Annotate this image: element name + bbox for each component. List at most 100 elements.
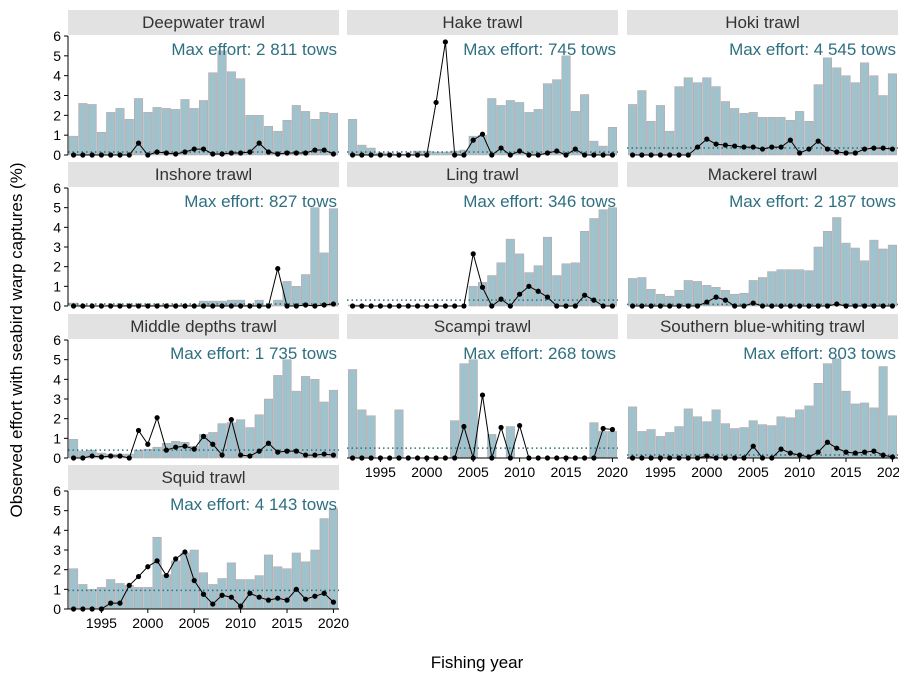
capture-point: [806, 303, 812, 309]
effort-bar: [757, 424, 768, 459]
effort-bar: [767, 425, 777, 459]
capture-point: [126, 303, 132, 309]
capture-point: [98, 454, 105, 460]
effort-bar: [496, 105, 506, 156]
capture-point: [815, 449, 821, 455]
capture-point: [732, 303, 738, 309]
effort-bar: [328, 508, 338, 610]
capture-point: [461, 423, 467, 430]
capture-point: [330, 301, 337, 307]
y-tick-label: 5: [53, 48, 61, 64]
panel-title: Scampi trawl: [434, 317, 531, 336]
capture-point: [70, 152, 77, 158]
effort-bar: [282, 359, 292, 459]
effort-bar: [254, 414, 264, 459]
capture-point: [182, 303, 188, 309]
effort-bar: [711, 86, 721, 156]
effort-bar: [646, 121, 656, 156]
capture-point: [302, 302, 309, 308]
capture-point: [824, 146, 831, 152]
capture-point: [507, 152, 513, 158]
capture-point: [507, 303, 513, 309]
capture-point: [265, 149, 272, 155]
effort-bar: [143, 112, 153, 156]
panel-title: Middle depths trawl: [130, 317, 276, 336]
capture-point: [452, 152, 458, 158]
effort-bar: [78, 584, 88, 610]
capture-point: [591, 152, 597, 158]
capture-point: [302, 596, 309, 602]
capture-point: [238, 303, 244, 309]
capture-point: [498, 424, 504, 431]
capture-point: [880, 303, 886, 309]
effort-bar: [878, 95, 888, 156]
capture-point: [210, 601, 216, 607]
max-effort-label: Max effort: 827 tows: [184, 192, 337, 211]
capture-point: [806, 146, 812, 152]
effort-bar: [78, 103, 88, 156]
effort-bar: [795, 409, 805, 459]
capture-point: [489, 303, 495, 309]
capture-point: [302, 150, 309, 156]
effort-bar: [254, 575, 264, 610]
capture-point: [797, 452, 803, 458]
capture-point: [173, 556, 179, 562]
effort-bar: [161, 108, 171, 156]
effort-bar: [813, 383, 823, 459]
y-tick-label: 2: [53, 259, 61, 275]
effort-bar: [739, 113, 749, 156]
capture-point: [284, 448, 290, 454]
panel-2: Hoki trawl Max effort: 4 545 tows: [627, 10, 898, 158]
y-tick-label: 0: [53, 147, 61, 163]
effort-bar: [552, 275, 562, 307]
y-tick-label: 1: [53, 581, 61, 597]
capture-point: [526, 283, 532, 289]
effort-bar: [757, 277, 768, 307]
effort-bar: [804, 405, 814, 459]
effort-bar: [468, 359, 478, 459]
capture-point: [414, 152, 421, 158]
capture-point: [173, 151, 179, 157]
capture-point: [80, 455, 86, 461]
effort-bar: [198, 100, 209, 156]
panel-title: Hoki trawl: [725, 13, 800, 32]
capture-point: [704, 453, 710, 459]
capture-point: [219, 452, 225, 458]
y-tick-label: 1: [53, 430, 61, 446]
effort-bar: [748, 112, 758, 156]
capture-point: [787, 450, 793, 456]
effort-bar: [860, 62, 870, 156]
capture-point: [852, 450, 858, 456]
capture-point: [387, 303, 393, 309]
effort-bar: [282, 568, 292, 610]
y-tick-label: 3: [53, 542, 61, 558]
y-tick-label: 6: [53, 28, 61, 44]
max-effort-label: Max effort: 346 tows: [463, 192, 616, 211]
effort-bar: [515, 253, 525, 307]
capture-point: [433, 303, 439, 309]
effort-bar: [468, 286, 478, 307]
effort-bar: [730, 108, 740, 156]
effort-bar: [570, 111, 580, 156]
x-tick-label: 2010: [504, 464, 535, 480]
capture-point: [284, 150, 290, 156]
effort-bar: [115, 108, 125, 156]
capture-point: [191, 303, 197, 309]
capture-point: [479, 284, 486, 290]
y-tick-label: 2: [53, 107, 61, 123]
max-effort-label: Max effort: 268 tows: [463, 344, 616, 363]
effort-bar: [795, 269, 805, 307]
effort-bar: [813, 84, 823, 156]
effort-bar: [674, 86, 684, 156]
y-tick-label: 0: [53, 601, 61, 617]
effort-bar: [860, 260, 870, 307]
capture-point: [609, 426, 616, 433]
effort-bar: [301, 561, 311, 610]
panel-6: Middle depths trawl Max effort: 1 735 tow…: [53, 314, 339, 466]
capture-point: [824, 303, 831, 309]
y-tick-label: 6: [53, 180, 61, 196]
effort-bar: [683, 280, 693, 307]
effort-bar: [477, 282, 488, 307]
capture-point: [182, 149, 188, 155]
